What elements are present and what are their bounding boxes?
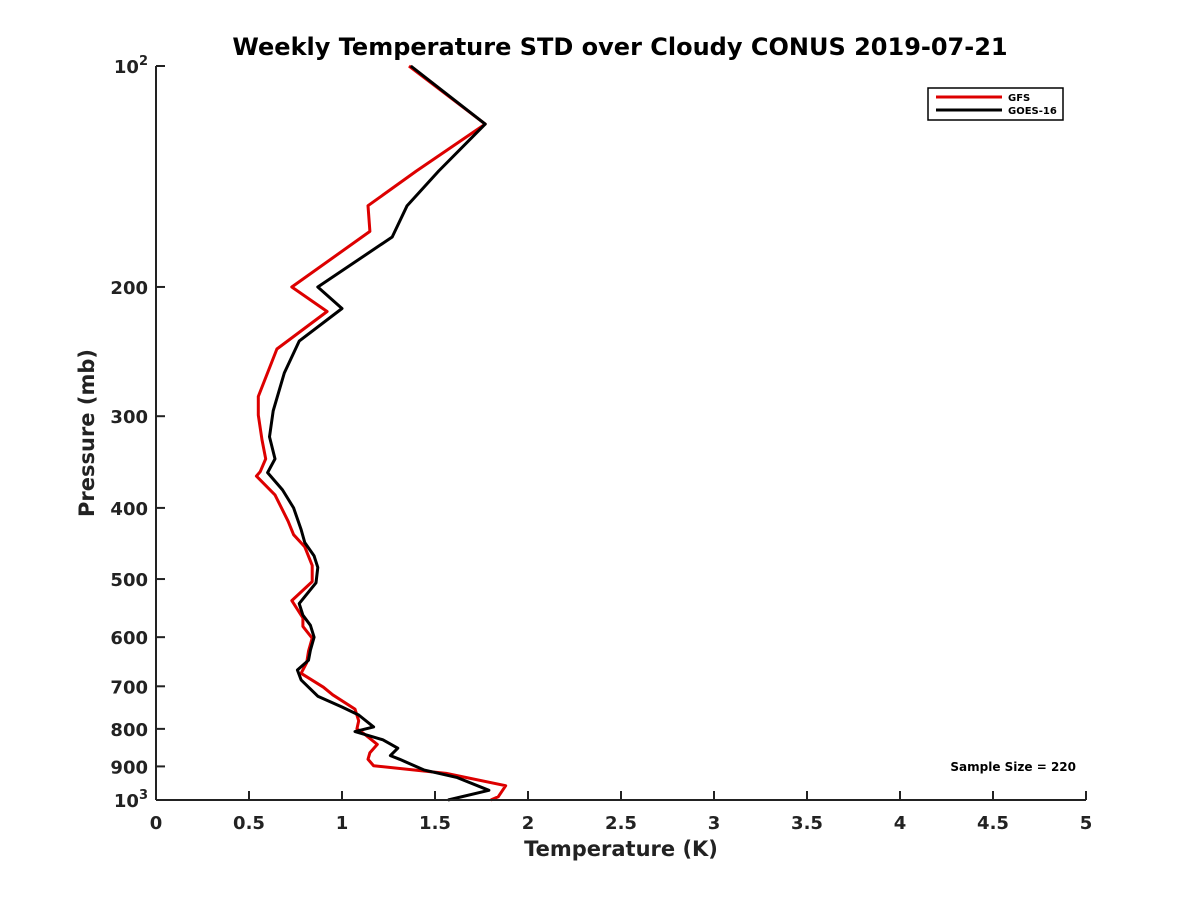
x-tick-label: 4 <box>894 813 907 834</box>
legend: GFS GOES-16 <box>927 87 1064 121</box>
legend-box <box>927 87 1064 121</box>
x-tick-label: 4.5 <box>977 813 1009 834</box>
x-tick-label: 3.5 <box>791 813 823 834</box>
x-tick-label: 0.5 <box>233 813 265 834</box>
x-tick-label: 2 <box>522 813 535 834</box>
x-ticks: 0 0.5 1 1.5 2 2.5 3 3.5 4 4.5 5 <box>150 791 1093 834</box>
y-tick-label: 102 <box>114 54 148 78</box>
x-tick-label: 1.5 <box>419 813 451 834</box>
series-line-gfs <box>254 64 508 802</box>
y-axis-label: Pressure (mb) <box>75 349 99 517</box>
y-ticks: 102 200 300 400 500 600 700 800 900 103 <box>110 54 165 812</box>
y-tick-label: 800 <box>110 720 148 741</box>
x-axis-label: Temperature (K) <box>524 837 718 861</box>
series-layer <box>254 64 508 802</box>
x-tick-label: 2.5 <box>605 813 637 834</box>
y-tick-label: 400 <box>110 499 148 520</box>
y-tick-label: 103 <box>114 788 148 812</box>
series-line-goes16 <box>266 64 491 802</box>
x-tick-label: 5 <box>1080 813 1093 834</box>
x-tick-label: 1 <box>336 813 349 834</box>
y-tick-label: 900 <box>110 757 148 778</box>
x-tick-label: 0 <box>150 813 163 834</box>
axes <box>155 66 1086 801</box>
y-tick-label: 500 <box>110 570 148 591</box>
y-tick-label: 200 <box>110 278 148 299</box>
y-tick-label: 600 <box>110 628 148 649</box>
sample-size-annotation: Sample Size = 220 <box>950 760 1076 774</box>
legend-label-gfs: GFS <box>1008 93 1030 104</box>
chart-title: Weekly Temperature STD over Cloudy CONUS… <box>232 33 1007 61</box>
x-tick-label: 3 <box>708 813 721 834</box>
y-tick-label: 700 <box>110 677 148 698</box>
legend-label-goes16: GOES-16 <box>1008 106 1057 117</box>
y-tick-label: 300 <box>110 407 148 428</box>
